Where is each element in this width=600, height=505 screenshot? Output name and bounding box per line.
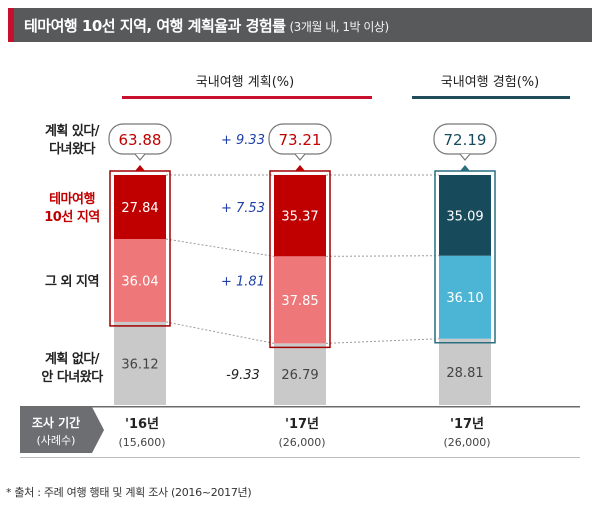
bar-other-label-1: 37.85 (281, 294, 318, 309)
exp-group-header: 국내여행 경험(%) (441, 74, 539, 90)
bar-top-marker-1 (295, 164, 305, 171)
bar-top-marker-2 (460, 165, 470, 171)
row-label-other-0: 그 외 지역 (45, 273, 99, 289)
source-note: * 출처 : 주례 여행 행태 및 계획 조사 (2016~2017년) (6, 486, 252, 499)
total-bubble-notch-2 (459, 153, 471, 161)
plan-group-underline (122, 96, 372, 99)
bar-other-label-2: 36.10 (446, 291, 483, 306)
bar-other-2 (439, 255, 491, 339)
connector-line-b-1 (325, 255, 440, 257)
bar-top-marker-0 (135, 165, 145, 171)
total-bubble-notch-cover-0 (135, 154, 145, 160)
change-label-total: + 9.33 (221, 133, 265, 148)
bar-theme-1 (274, 174, 326, 257)
total-bubble-notch-cover-2 (460, 154, 470, 160)
chart-title-sub: (3개월 내, 1박 이상) (289, 20, 390, 34)
bar-theme-label-2: 35.09 (446, 209, 483, 224)
period-label-0: '16년 (125, 417, 159, 432)
bar-other-0 (114, 239, 166, 322)
bar-none-0 (114, 321, 166, 405)
connector-line-2 (165, 321, 275, 344)
bar-none-label-0: 36.12 (121, 357, 158, 372)
row-label-none-0: 계획 없다/ (45, 351, 100, 367)
bar-other-label-0: 36.04 (121, 274, 158, 289)
chart-title: 테마여행 10선 지역, 여행 계획율과 경험률 (3개월 내, 1박 이상) (24, 15, 389, 36)
period-label-2: '17년 (450, 417, 484, 432)
bar-theme-label-0: 27.84 (121, 201, 158, 216)
total-bubble-notch-cover-1 (295, 154, 305, 160)
connector-line-b-2 (325, 338, 440, 344)
row-label-theme-0: 테마여행 (49, 191, 95, 207)
bar-other-1 (274, 256, 326, 344)
period-header-sub: (사례수) (37, 434, 76, 447)
chart-title-main: 테마여행 10선 지역, 여행 계획율과 경험률 (24, 17, 286, 35)
bar-theme-label-1: 35.37 (281, 210, 318, 225)
connector-line-1 (165, 238, 275, 257)
footer-separator (20, 457, 580, 458)
sample-label-1: (26,000) (278, 436, 325, 449)
bar-none-label-1: 26.79 (281, 368, 318, 383)
change-label-other: + 1.81 (221, 274, 265, 289)
total-label-2: 72.19 (444, 131, 487, 149)
period-label-1: '17년 (285, 417, 319, 432)
bar-theme-0 (114, 175, 166, 240)
total-label-0: 63.88 (119, 131, 162, 149)
row-label-total-1: 다녀왔다 (49, 141, 95, 157)
row-label-total-0: 계획 있다/ (45, 123, 100, 139)
row-label-none-1: 안 다녀왔다 (41, 369, 103, 385)
title-bar: 테마여행 10선 지역, 여행 계획율과 경험률 (3개월 내, 1박 이상) (8, 8, 592, 42)
period-header-title: 조사 기간 (32, 415, 80, 430)
row-label-theme-1: 10선 지역 (44, 209, 100, 225)
sample-label-2: (26,000) (443, 436, 490, 449)
change-label-theme: + 7.53 (221, 201, 265, 216)
bar-none-label-2: 28.81 (446, 366, 483, 381)
change-label-none: -9.33 (226, 368, 260, 383)
period-header-box (20, 407, 104, 453)
title-accent (8, 8, 14, 42)
total-bubble-notch-0 (134, 153, 146, 161)
baseline (20, 406, 580, 408)
bar-none-1 (274, 343, 326, 405)
total-label-1: 73.21 (279, 131, 322, 149)
bar-theme-2 (439, 175, 491, 256)
total-bubble-notch-1 (294, 153, 306, 161)
exp-group-underline (412, 96, 570, 99)
plan-group-header: 국내여행 계획(%) (196, 74, 294, 90)
sample-label-0: (15,600) (118, 436, 165, 449)
bar-none-2 (439, 338, 491, 405)
